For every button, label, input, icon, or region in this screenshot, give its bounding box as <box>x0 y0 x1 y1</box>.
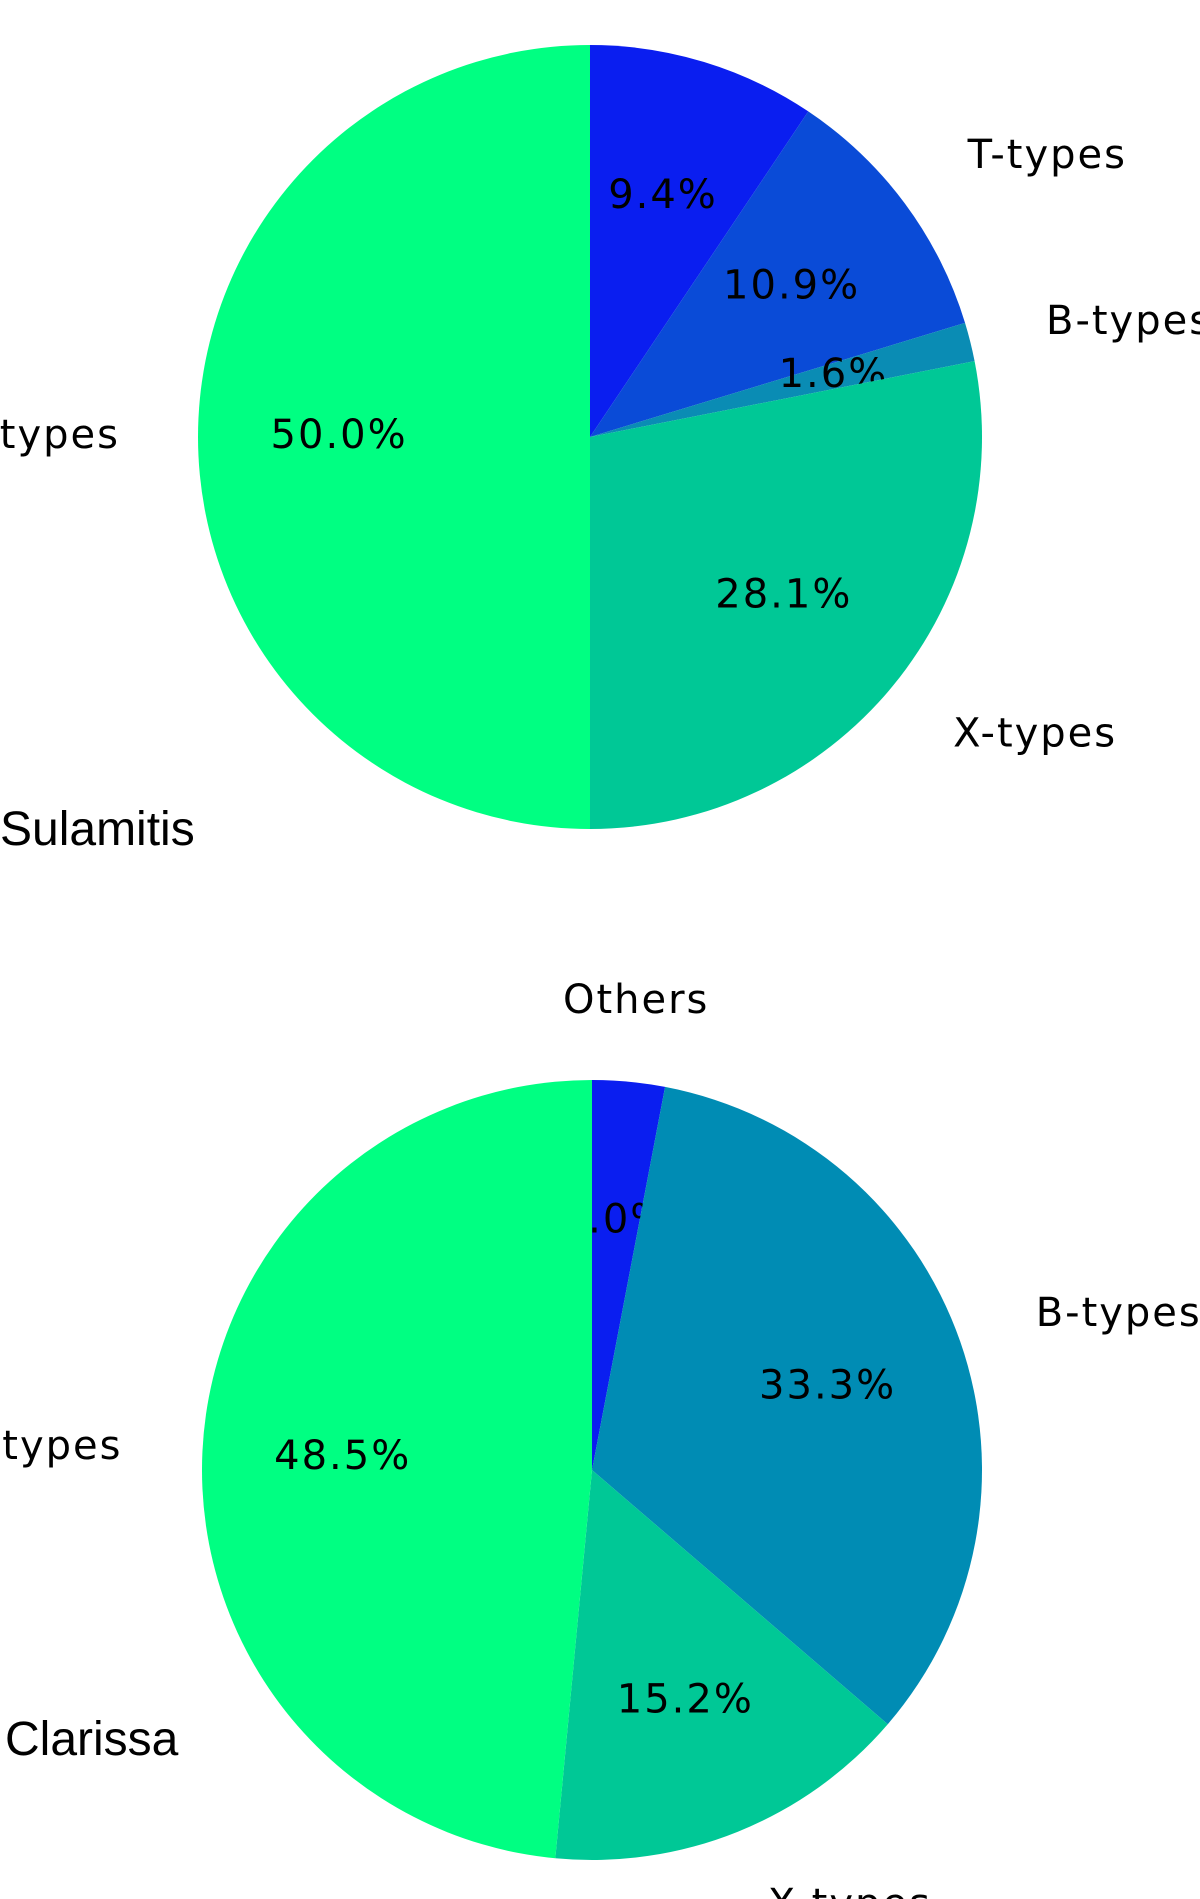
slice-label-b-types: B-types <box>1046 298 1200 344</box>
pct-label-t-types: 10.9% <box>723 263 860 309</box>
slice-label-others: Others <box>727 0 873 8</box>
pie-slice-c-types <box>201 1080 592 1859</box>
pie-slice-b-types <box>590 322 975 437</box>
pie-slice-x-types <box>590 361 983 829</box>
slice-label-b-types: B-types <box>1036 1290 1200 1336</box>
pie-slice-x-types <box>555 1470 888 1861</box>
pie-slice-others <box>590 45 809 437</box>
slice-label-x-types: X-types <box>768 1881 932 1899</box>
pie-slice-others <box>592 1080 666 1470</box>
pct-label-x-types: 15.2% <box>617 1677 754 1723</box>
pct-label-b-types: 33.3% <box>759 1363 896 1409</box>
pie-chart-sulamitis: 9.4%Others10.9%T-types1.6%B-types28.1%X-… <box>0 0 1200 856</box>
pct-label-x-types: 28.1% <box>715 571 852 617</box>
pie-chart-clarissa: 3.0%Others33.3%B-types15.2%X-types48.5%C… <box>0 977 1200 1899</box>
pct-label-c-types: 50.0% <box>271 412 408 458</box>
pie-slice-b-types <box>592 1086 983 1725</box>
pie-slice-c-types <box>198 45 590 829</box>
pie-slice-t-types <box>590 111 966 437</box>
slice-label-c-types: C-types <box>0 412 120 458</box>
chart-title-clarissa: Clarissa <box>5 1713 179 1766</box>
chart-title-sulamitis: Sulamitis <box>0 803 195 856</box>
pct-label-others: 9.4% <box>608 172 718 218</box>
slice-label-t-types: T-types <box>967 132 1127 178</box>
slice-label-x-types: X-types <box>953 711 1117 757</box>
slice-label-others: Others <box>563 977 709 1023</box>
slice-label-c-types: C-types <box>0 1423 123 1469</box>
pct-label-c-types: 48.5% <box>274 1433 411 1479</box>
